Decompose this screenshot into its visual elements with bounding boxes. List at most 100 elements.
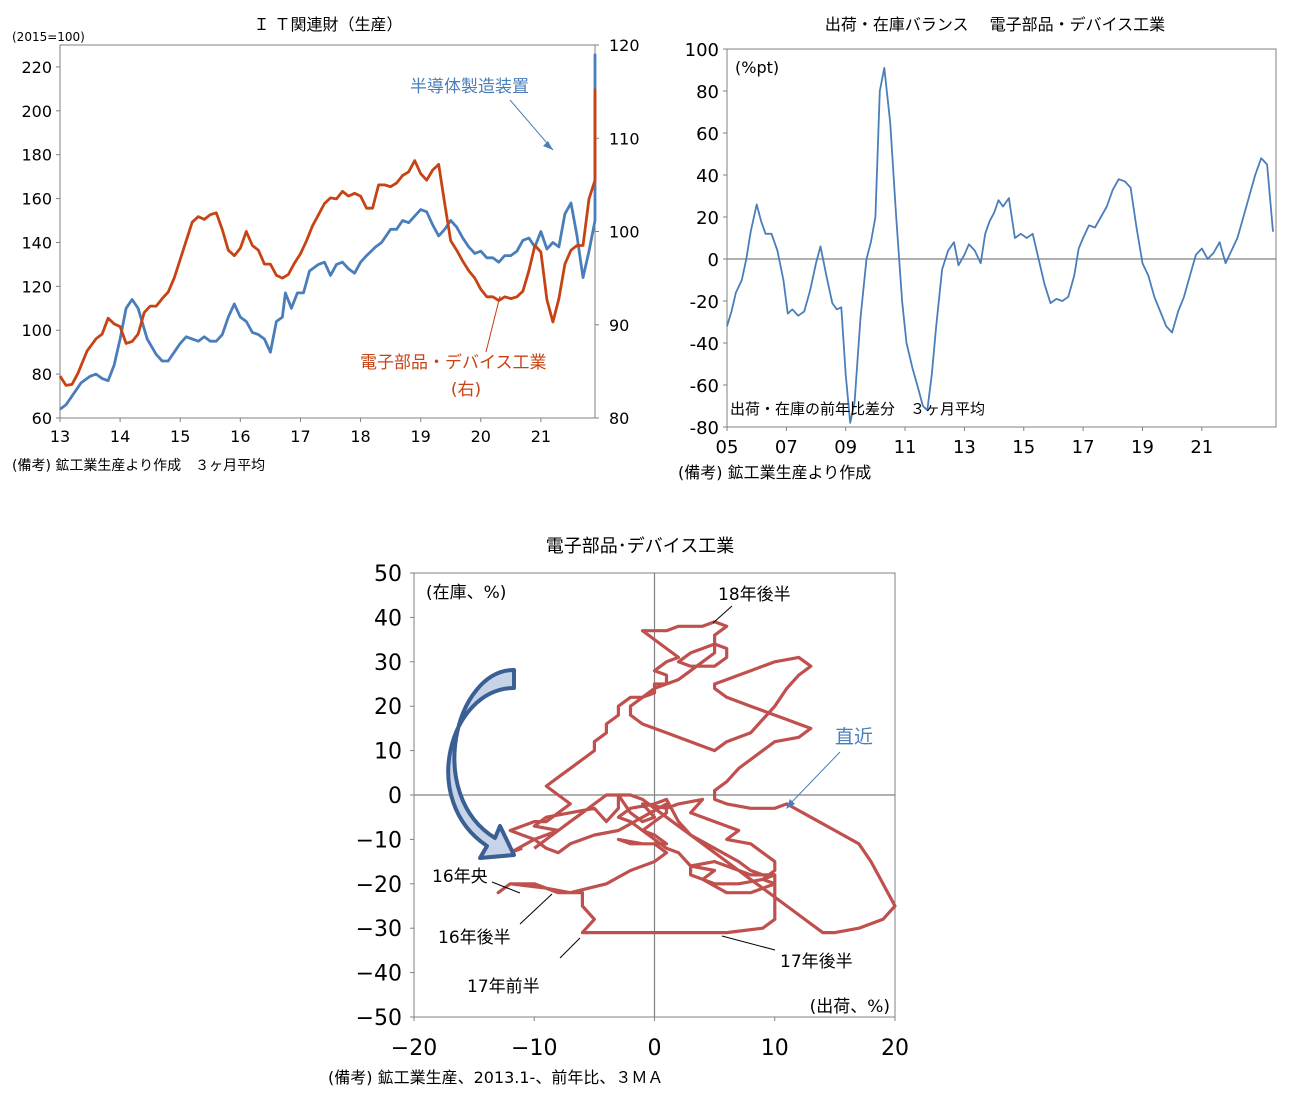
chart1-x-ticks: 13 14 15 16 17 18 19 20 21: [50, 418, 551, 446]
chart1-unit-label: (2015=100): [12, 30, 85, 44]
y-tick-label: 220: [21, 58, 52, 77]
chart1-title: Ｉ Ｔ関連財（生産）: [253, 15, 402, 34]
arrow-16h2: [519, 893, 553, 925]
y-tick-label: 80: [32, 365, 52, 384]
y-tick-label: −10: [356, 828, 402, 853]
chart2-unit-label: (%pt): [735, 58, 779, 77]
annotation-electronics-right: (右): [451, 380, 481, 400]
x-tick-label: 11: [894, 437, 917, 458]
y-tick-label-right: 110: [609, 129, 640, 148]
x-tick-label: 15: [1012, 437, 1035, 458]
annotation-17h1: 17年前半: [467, 977, 540, 997]
chart1-series: [58, 53, 597, 411]
y-tick-label: 50: [374, 562, 402, 587]
x-tick-label: 13: [953, 437, 976, 458]
arrow-17h2: [721, 935, 776, 951]
chart3-zero-axes: [414, 573, 895, 1017]
x-tick-label: 07: [775, 437, 798, 458]
series-line-semiconductor: [59, 53, 597, 411]
arrowhead-recent: [786, 799, 795, 809]
chart-shipment-inventory-loop: 電子部品･デバイス工業 50 40 30 20 10 0 −10 −20 −30 −40 −50 −…: [328, 536, 909, 1087]
chart2-series: [726, 67, 1274, 424]
chart3-ylabel: (在庫、%): [426, 583, 506, 603]
x-tick-label: 13: [50, 427, 70, 446]
y-tick-label: 40: [374, 606, 402, 631]
x-tick-label: 18: [350, 427, 370, 446]
y-tick-label: −50: [356, 1006, 402, 1031]
y-tick-label: 20: [696, 208, 719, 229]
x-tick-label: 20: [881, 1036, 909, 1061]
series-line-electronics: [58, 88, 597, 387]
y-tick-label: 0: [708, 250, 719, 271]
y-tick-label: 160: [21, 190, 52, 209]
y-tick-label: −20: [356, 873, 402, 898]
chart2-x-ticks: 05 07 09 11 13 15 17 19 21: [716, 427, 1213, 458]
x-tick-label: −20: [391, 1036, 437, 1061]
x-tick-label: 21: [1190, 437, 1213, 458]
y-tick-label: 120: [21, 277, 52, 296]
y-tick-label: −30: [356, 917, 402, 942]
chart2-y-ticks: 100 80 60 40 20 0 -20 -40 -60 -80: [685, 40, 727, 439]
y-tick-label-right: 120: [609, 36, 640, 55]
y-tick-label-right: 90: [609, 316, 629, 335]
annotation-recent: 直近: [835, 726, 873, 748]
y-tick-label: 10: [374, 740, 402, 765]
arrow-18h2: [712, 605, 733, 624]
x-tick-label: 19: [1131, 437, 1154, 458]
annotation-18h2: 18年後半: [718, 585, 791, 605]
chart-shipment-inventory: 出荷・在庫バランス 電子部品・デバイス工業 100 80 60 40 20 0 -20 -40…: [678, 15, 1277, 482]
y-tick-label: 140: [21, 233, 52, 252]
x-tick-label: −10: [511, 1036, 557, 1061]
x-tick-label: 14: [110, 427, 130, 446]
annotation-17h2: 17年後半: [780, 952, 853, 972]
y-tick-label-right: 100: [609, 223, 640, 242]
chart2-note: (備考) 鉱工業生産より作成: [678, 463, 871, 482]
y-tick-label: -20: [690, 292, 719, 313]
chart2-title: 出荷・在庫バランス 電子部品・デバイス工業: [825, 15, 1165, 34]
x-tick-label: 20: [471, 427, 491, 446]
y-tick-label: 20: [374, 695, 402, 720]
y-tick-label: -40: [690, 334, 719, 355]
arrowhead-semiconductor: [543, 141, 553, 150]
x-tick-label: 05: [716, 437, 739, 458]
y-tick-label: 60: [32, 409, 52, 428]
y-tick-label: -60: [690, 376, 719, 397]
rotation-arrow-icon: [446, 668, 516, 860]
chart1-y-ticks-left: 60 80 100 120 140 160 180 200 220: [21, 58, 60, 428]
x-tick-label: 09: [834, 437, 857, 458]
y-tick-label-right: 80: [609, 409, 629, 428]
y-tick-label: -80: [690, 418, 719, 439]
chart3-x-ticks: −20 −10 0 10 20: [391, 1017, 909, 1061]
annotation-16mid: 16年央: [432, 867, 488, 887]
chart3-title: 電子部品･デバイス工業: [546, 536, 734, 557]
arrow-semiconductor: [509, 99, 554, 151]
arrow-17h1: [559, 937, 581, 959]
annotation-16h2: 16年後半: [438, 928, 511, 948]
chart-it-goods: Ｉ Ｔ関連財（生産） (2015=100) 60 80 100 120 140 160 18…: [12, 15, 640, 474]
y-tick-label: 60: [696, 124, 719, 145]
y-tick-label: 180: [21, 146, 52, 165]
y-tick-label: 100: [21, 321, 52, 340]
chart3-series: [496, 620, 897, 935]
y-tick-label: 30: [374, 651, 402, 676]
chart2-inner-label: 出荷・在庫の前年比差分 ３ヶ月平均: [730, 400, 985, 418]
x-tick-label: 10: [761, 1036, 789, 1061]
y-tick-label: 80: [696, 82, 719, 103]
y-tick-label: 200: [21, 102, 52, 121]
x-tick-label: 21: [531, 427, 551, 446]
annotation-electronics: 電子部品・デバイス工業: [360, 352, 547, 373]
chart1-note: (備考) 鉱工業生産より作成 ３ヶ月平均: [12, 457, 265, 474]
x-tick-label: 19: [410, 427, 430, 446]
series-line-balance: [726, 67, 1274, 424]
chart3-xlabel: (出荷、%): [810, 997, 890, 1017]
arrow-electronics: [485, 295, 501, 353]
chart2-plot-area: [726, 48, 1277, 428]
x-tick-label: 17: [1072, 437, 1095, 458]
y-tick-label: 100: [685, 40, 719, 61]
series-loop-electronics: [496, 620, 897, 935]
chart3-y-ticks: 50 40 30 20 10 0 −10 −20 −30 −40 −50: [356, 562, 414, 1031]
y-tick-label: 40: [696, 166, 719, 187]
chart1-y-ticks-right: 80 90 100 110 120: [595, 36, 640, 428]
y-tick-label: 0: [388, 784, 402, 809]
